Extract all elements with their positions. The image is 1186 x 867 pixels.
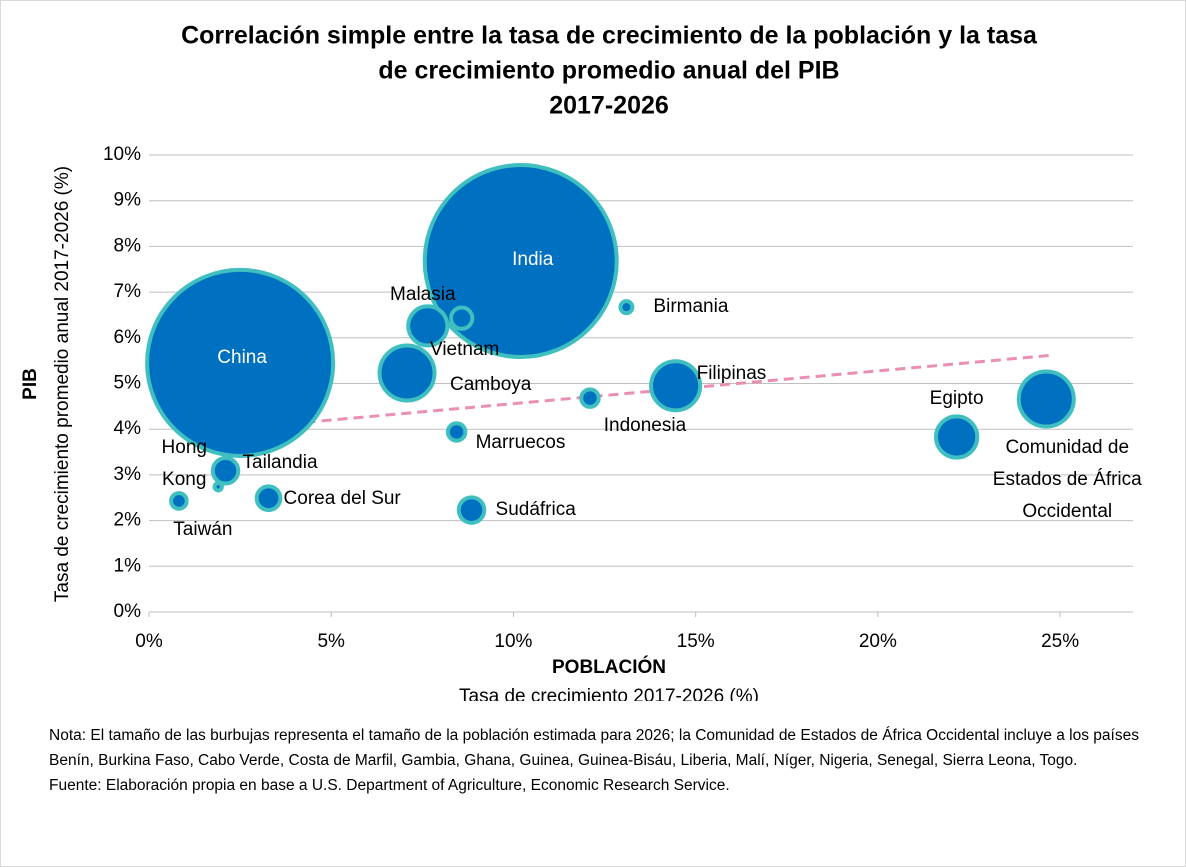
bubble <box>377 343 437 403</box>
x-tick-label: 20% <box>859 631 897 652</box>
bubble-label: Camboya <box>450 374 532 395</box>
bubble-label: Taiwán <box>173 519 232 540</box>
bubble <box>445 421 468 443</box>
bubble-label: Kong <box>162 469 206 490</box>
bubble-label: China <box>217 347 267 368</box>
bubble-label: Marruecos <box>476 432 566 453</box>
source: Fuente: Elaboración propia en base a U.S… <box>49 777 730 794</box>
bubble-label: Tailandia <box>243 452 318 473</box>
bubble-label: Vietnam <box>430 339 499 360</box>
y-axis-subtitle: Tasa de crecimiento promedio anual 2017-… <box>52 166 73 602</box>
y-axis-title: PIB <box>20 368 41 400</box>
bubble <box>449 305 475 331</box>
x-tick-label: 10% <box>494 631 532 652</box>
note: Nota: El tamaño de las burbujas represen… <box>49 727 1139 769</box>
bubble-label: Indonesia <box>604 415 687 436</box>
bubble <box>579 387 601 409</box>
y-tick-label: 10% <box>103 144 141 165</box>
bubble <box>406 304 450 348</box>
bubble-label: Malasia <box>390 284 456 305</box>
y-tick-label: 6% <box>114 327 142 348</box>
chart: Correlación simple entre la tasa de crec… <box>20 22 1142 701</box>
bubble-label: Occidental <box>1022 501 1112 522</box>
bubble <box>649 359 703 413</box>
y-tick-label: 9% <box>114 190 142 211</box>
bubble-label: Sudáfrica <box>496 499 577 520</box>
y-tick-label: 5% <box>114 373 142 394</box>
x-tick-label: 25% <box>1041 631 1079 652</box>
bubble-label: Corea del Sur <box>284 488 402 509</box>
x-tick-label: 15% <box>677 631 715 652</box>
bubble-label: Estados de África <box>993 469 1142 490</box>
bubble <box>212 481 224 493</box>
bubble-label: Hong <box>162 437 207 458</box>
chart-title: Correlación simple entre la tasa de crec… <box>181 22 1038 50</box>
y-tick-label: 3% <box>114 464 142 485</box>
trendline <box>178 353 1053 436</box>
x-tick-label: 5% <box>317 631 345 652</box>
x-axis-subtitle: Tasa de crecimiento 2017-2026 (%) <box>459 686 759 701</box>
bubble-label: Filipinas <box>697 363 767 384</box>
bubble <box>169 491 189 511</box>
bubble <box>422 163 619 360</box>
y-tick-label: 4% <box>114 418 142 439</box>
bubble-label: Egipto <box>930 388 984 409</box>
bubble <box>210 456 241 486</box>
y-tick-label: 2% <box>114 510 142 531</box>
bubble <box>1016 369 1076 429</box>
notes: Nota: El tamaño de las burbujas represen… <box>49 723 1174 798</box>
bubble <box>145 267 336 458</box>
chart-subtitle: 2017-2026 <box>549 92 669 120</box>
chart-title: de crecimiento promedio anual del PIB <box>378 57 839 85</box>
x-tick-label: 0% <box>135 631 163 652</box>
y-tick-label: 1% <box>114 555 142 576</box>
y-tick-label: 8% <box>114 235 142 256</box>
bubble-label: India <box>512 249 554 270</box>
bubble <box>933 414 980 460</box>
bubble <box>456 495 487 525</box>
y-tick-label: 0% <box>114 601 142 622</box>
y-tick-label: 7% <box>114 281 142 302</box>
bubble-label: Birmania <box>653 296 728 317</box>
bubble-label: Comunidad de <box>1005 437 1129 458</box>
bubble <box>254 484 283 513</box>
x-axis-title: POBLACIÓN <box>552 656 666 678</box>
bubble <box>618 299 635 316</box>
